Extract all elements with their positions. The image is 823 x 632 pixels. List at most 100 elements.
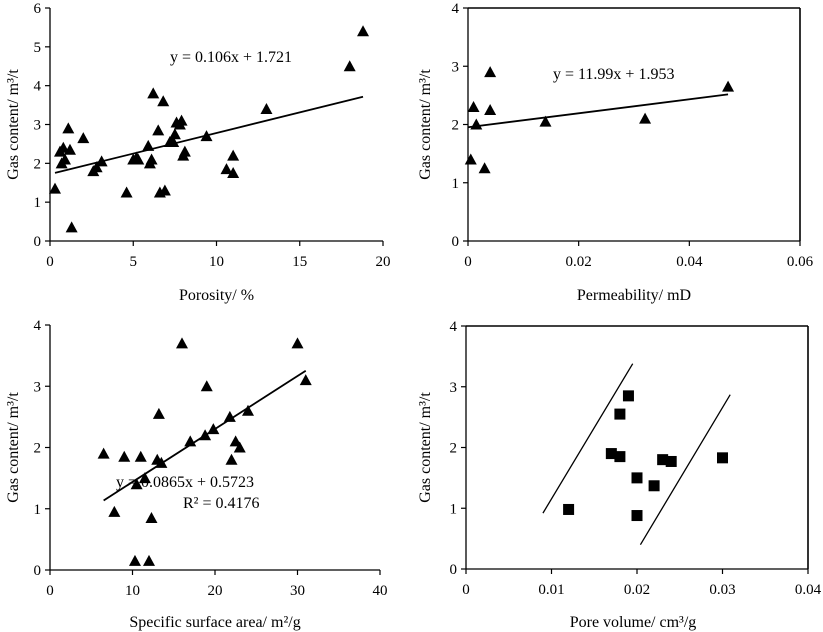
data-point — [291, 337, 304, 349]
data-point — [142, 139, 155, 151]
x-tick-label: 5 — [130, 254, 138, 270]
data-point — [57, 141, 70, 153]
x-tick-label: 0.06 — [787, 254, 814, 270]
x-tick-label: 15 — [292, 254, 307, 270]
data-point — [95, 155, 108, 167]
data-point — [175, 114, 188, 126]
data-point — [58, 153, 71, 165]
data-point — [130, 478, 143, 490]
data-point — [220, 163, 233, 175]
data-point — [631, 510, 643, 522]
y-tick-label: 1 — [34, 195, 42, 211]
panel-pore-volume-chart: 0 1 2 3 4 0 0.01 0.02 0.03 0.04 Pore volume/ cm³/g… — [417, 319, 822, 631]
data-point — [539, 115, 552, 127]
x-tick-label: 0.01 — [538, 582, 564, 598]
trendline-equation: y = 11.99x + 1.953 — [553, 66, 674, 83]
x-tick-label: 0.04 — [795, 582, 822, 598]
panel-porosity-chart: 0 1 2 3 4 5 6 0 5 10 15 20 Porosity/ % Gas content/ m… — [5, 1, 391, 304]
data-point — [227, 167, 240, 179]
data-point — [178, 145, 191, 157]
data-point — [470, 118, 483, 130]
y-tick-label: 3 — [450, 380, 458, 396]
data-point — [48, 182, 61, 194]
data-point — [158, 184, 171, 196]
data-point — [120, 186, 133, 198]
x-tick-label: 0 — [46, 254, 54, 270]
x-tick-label: 20 — [208, 583, 223, 599]
trendline-equation: y = 0.0865x + 0.5723 — [116, 474, 254, 491]
data-point — [722, 80, 735, 92]
data-point — [152, 124, 165, 136]
data-point — [225, 453, 238, 465]
y-axis-label: Gas content/ m³/t — [417, 392, 434, 503]
data-point — [145, 511, 158, 523]
data-point — [242, 404, 254, 416]
data-point — [184, 435, 197, 447]
data-point — [665, 455, 677, 467]
y-tick-label: 1 — [34, 502, 42, 518]
x-axis-label: Pore volume/ cm³/g — [570, 614, 697, 631]
data-point — [478, 162, 491, 174]
data-point — [62, 122, 75, 134]
y-tick-label: 5 — [34, 40, 42, 56]
y-tick-label: 4 — [450, 319, 458, 335]
data-point — [143, 554, 155, 566]
data-point — [563, 503, 575, 515]
data-point — [118, 450, 131, 462]
x-tick-label: 0.04 — [676, 254, 703, 270]
data-point — [63, 143, 76, 155]
data-point — [614, 451, 626, 463]
data-point — [639, 112, 652, 124]
y-axis-label: Gas content/ m³/t — [5, 69, 22, 180]
y-tick-label: 1 — [452, 176, 460, 192]
data-point — [77, 132, 90, 144]
y-tick-label: 6 — [34, 1, 42, 17]
x-tick-label: 40 — [373, 583, 388, 599]
x-tick-label: 10 — [125, 583, 140, 599]
data-point — [147, 87, 160, 99]
data-point — [484, 103, 497, 115]
x-tick-label: 0 — [462, 582, 470, 598]
data-point — [343, 60, 356, 72]
y-tick-label: 0 — [450, 562, 458, 578]
y-tick-label: 3 — [34, 379, 42, 395]
x-tick-label: 0 — [464, 254, 472, 270]
data-point — [223, 410, 236, 422]
x-tick-label: 0.03 — [709, 582, 735, 598]
data-point — [605, 448, 617, 460]
x-tick-label: 20 — [376, 254, 391, 270]
data-point — [631, 472, 643, 484]
data-point — [65, 221, 78, 233]
y-tick-label: 4 — [34, 79, 42, 95]
bounding-line — [639, 394, 731, 546]
x-tick-label: 0.02 — [624, 582, 650, 598]
data-point — [138, 472, 151, 484]
x-tick-label: 10 — [209, 254, 224, 270]
y-tick-label: 2 — [450, 441, 458, 457]
y-tick-label: 0 — [34, 234, 42, 250]
data-point — [227, 149, 240, 161]
data-point — [128, 554, 141, 566]
data-point — [260, 102, 273, 114]
data-point — [614, 408, 626, 420]
x-tick-label: 0 — [46, 583, 54, 599]
data-point — [357, 25, 370, 37]
data-point — [132, 153, 145, 165]
y-tick-label: 1 — [450, 501, 458, 517]
data-point — [155, 456, 168, 468]
data-point — [168, 128, 181, 140]
y-tick-label: 4 — [452, 1, 460, 17]
panel-permeability-chart: 0 1 2 3 4 0 0.02 0.04 0.06 Permeability/ mD Gas co… — [417, 1, 814, 304]
x-tick-label: 30 — [290, 583, 305, 599]
trendline — [467, 93, 729, 129]
data-point — [484, 66, 497, 78]
y-tick-label: 0 — [452, 234, 460, 250]
data-point — [145, 153, 158, 165]
data-point — [467, 101, 480, 113]
data-point — [134, 450, 147, 462]
y-tick-label: 2 — [34, 441, 42, 457]
data-point — [108, 505, 121, 517]
bounding-line — [542, 363, 634, 514]
y-tick-label: 2 — [34, 156, 42, 172]
